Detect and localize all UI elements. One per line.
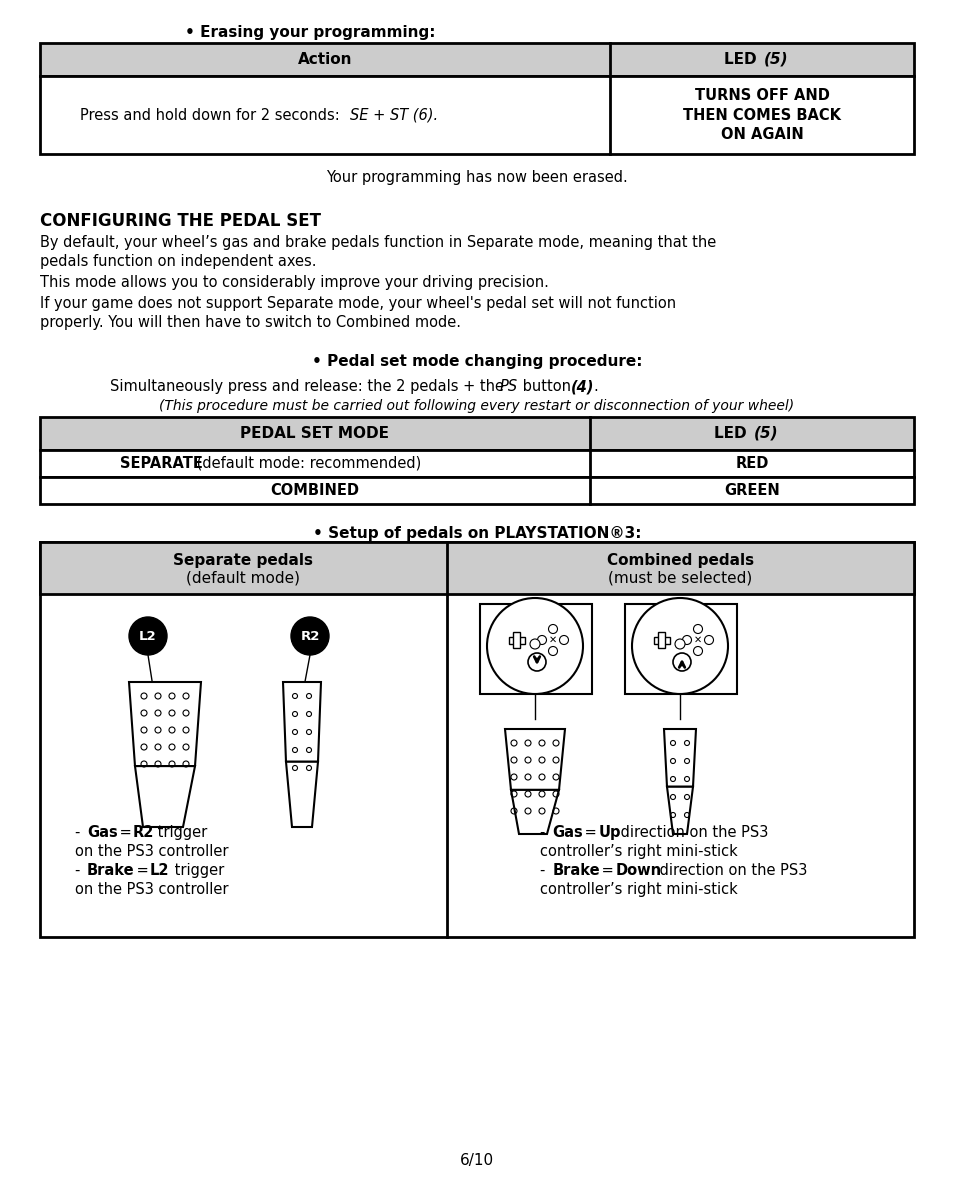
Text: -: - — [540, 826, 550, 840]
FancyBboxPatch shape — [40, 76, 913, 154]
Text: ✕: ✕ — [548, 635, 557, 645]
Text: (default mode): (default mode) — [186, 570, 300, 586]
Text: properly. You will then have to switch to Combined mode.: properly. You will then have to switch t… — [40, 315, 460, 330]
Text: L2: L2 — [139, 630, 156, 643]
Circle shape — [291, 617, 329, 655]
Text: By default, your wheel’s gas and brake pedals function in Separate mode, meaning: By default, your wheel’s gas and brake p… — [40, 235, 716, 251]
Text: =: = — [115, 826, 136, 840]
Polygon shape — [663, 729, 696, 786]
Text: (4): (4) — [571, 379, 594, 394]
FancyBboxPatch shape — [40, 542, 913, 937]
Text: -: - — [540, 863, 550, 878]
Text: button: button — [517, 379, 575, 394]
Circle shape — [537, 636, 546, 644]
Text: Up: Up — [598, 826, 620, 840]
Text: on the PS3 controller: on the PS3 controller — [75, 882, 229, 897]
Polygon shape — [666, 786, 692, 834]
Circle shape — [675, 639, 684, 649]
FancyBboxPatch shape — [40, 477, 913, 503]
FancyBboxPatch shape — [509, 637, 524, 643]
FancyBboxPatch shape — [40, 542, 913, 594]
Circle shape — [129, 617, 167, 655]
Text: Brake: Brake — [87, 863, 134, 878]
Text: Combined pedals: Combined pedals — [606, 554, 753, 569]
Text: trigger: trigger — [170, 863, 224, 878]
Text: (This procedure must be carried out following every restart or disconnection of : (This procedure must be carried out foll… — [159, 398, 794, 413]
Text: • Pedal set mode changing procedure:: • Pedal set mode changing procedure: — [312, 354, 641, 369]
Text: PEDAL SET MODE: PEDAL SET MODE — [240, 426, 389, 441]
Text: -: - — [75, 863, 85, 878]
Polygon shape — [286, 762, 317, 827]
Text: Simultaneously press and release: the 2 pedals + the: Simultaneously press and release: the 2 … — [110, 379, 508, 394]
Text: =: = — [579, 826, 601, 840]
Text: CONFIGURING THE PEDAL SET: CONFIGURING THE PEDAL SET — [40, 212, 320, 230]
Text: If your game does not support Separate mode, your wheel's pedal set will not fun: If your game does not support Separate m… — [40, 296, 676, 311]
Text: (default mode: recommended): (default mode: recommended) — [192, 456, 421, 471]
Text: Your programming has now been erased.: Your programming has now been erased. — [326, 169, 627, 185]
Text: R2: R2 — [132, 826, 154, 840]
Text: =: = — [597, 863, 618, 878]
Text: GREEN: GREEN — [723, 483, 779, 497]
Polygon shape — [283, 682, 320, 762]
Text: • Setup of pedals on PLAYSTATION®3:: • Setup of pedals on PLAYSTATION®3: — [313, 526, 640, 540]
Circle shape — [681, 636, 691, 644]
Text: -: - — [75, 826, 85, 840]
Circle shape — [672, 653, 690, 670]
Text: (must be selected): (must be selected) — [608, 570, 752, 586]
Text: direction on the PS3: direction on the PS3 — [616, 826, 768, 840]
FancyBboxPatch shape — [513, 632, 520, 648]
Text: Down: Down — [615, 863, 661, 878]
Circle shape — [530, 639, 539, 649]
Text: PS: PS — [499, 379, 517, 394]
FancyBboxPatch shape — [40, 43, 913, 76]
Circle shape — [693, 624, 701, 633]
Circle shape — [631, 598, 727, 694]
Circle shape — [527, 653, 545, 670]
Text: COMBINED: COMBINED — [271, 483, 359, 497]
Text: controller’s right mini-stick: controller’s right mini-stick — [540, 882, 738, 897]
FancyBboxPatch shape — [658, 632, 665, 648]
Text: This mode allows you to considerably improve your driving precision.: This mode allows you to considerably imp… — [40, 276, 548, 290]
Text: on the PS3 controller: on the PS3 controller — [75, 843, 229, 859]
FancyBboxPatch shape — [40, 450, 913, 477]
Text: .: . — [593, 379, 598, 394]
Text: Press and hold down for 2 seconds:: Press and hold down for 2 seconds: — [80, 107, 344, 123]
Text: =: = — [132, 863, 153, 878]
Text: ✕: ✕ — [693, 635, 701, 645]
Text: LED: LED — [723, 52, 761, 67]
Text: Gas: Gas — [552, 826, 582, 840]
Text: Action: Action — [297, 52, 352, 67]
Circle shape — [703, 636, 713, 644]
Polygon shape — [135, 766, 194, 827]
Text: RED: RED — [735, 456, 768, 471]
Circle shape — [548, 647, 557, 655]
Text: • Erasing your programming:: • Erasing your programming: — [185, 25, 435, 41]
Text: L2: L2 — [150, 863, 170, 878]
Text: trigger: trigger — [152, 826, 207, 840]
FancyBboxPatch shape — [40, 418, 913, 450]
Circle shape — [693, 647, 701, 655]
Text: SE + ST (6).: SE + ST (6). — [350, 107, 437, 123]
Polygon shape — [129, 682, 201, 766]
Text: direction on the PS3: direction on the PS3 — [655, 863, 807, 878]
Circle shape — [558, 636, 568, 644]
Text: LED: LED — [714, 426, 751, 441]
Text: SEPARATE: SEPARATE — [120, 456, 203, 471]
Text: pedals function on independent axes.: pedals function on independent axes. — [40, 254, 316, 268]
FancyBboxPatch shape — [654, 637, 669, 643]
Polygon shape — [511, 790, 558, 834]
Text: Gas: Gas — [87, 826, 117, 840]
Text: Brake: Brake — [552, 863, 599, 878]
Circle shape — [486, 598, 582, 694]
Text: TURNS OFF AND
THEN COMES BACK
ON AGAIN: TURNS OFF AND THEN COMES BACK ON AGAIN — [682, 88, 841, 142]
Text: (5): (5) — [753, 426, 778, 441]
Circle shape — [548, 624, 557, 633]
Text: 6/10: 6/10 — [459, 1152, 494, 1168]
Polygon shape — [504, 729, 564, 790]
Text: (5): (5) — [763, 52, 788, 67]
Text: controller’s right mini-stick: controller’s right mini-stick — [540, 843, 738, 859]
Text: Separate pedals: Separate pedals — [173, 554, 314, 569]
Text: R2: R2 — [300, 630, 319, 643]
